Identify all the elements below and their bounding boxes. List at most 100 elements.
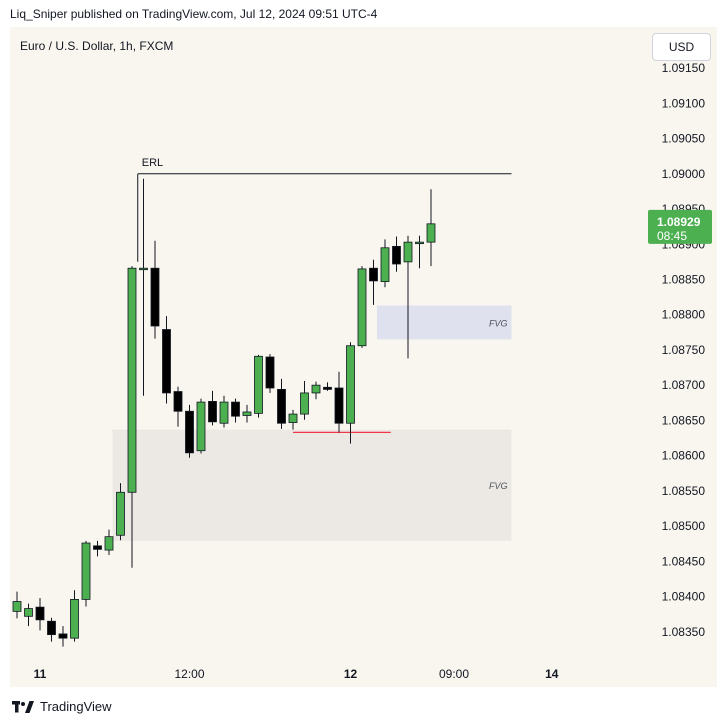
tradingview-logo-icon [12, 700, 34, 713]
last-price-value: 1.08929 [657, 215, 701, 229]
candle [369, 259, 378, 305]
candle [403, 235, 413, 359]
time-tick-label: 14 [545, 667, 559, 681]
time-axis: 11 12:00 12 09:00 14 [34, 667, 559, 681]
candle-body [93, 545, 102, 550]
footer: TradingView [12, 699, 112, 714]
candle-body [323, 386, 332, 390]
candle [12, 591, 22, 619]
candle [357, 266, 367, 348]
candle [311, 381, 321, 400]
candle-body [150, 267, 160, 327]
time-tick-label: 12 [344, 667, 358, 681]
candle-body [392, 245, 401, 265]
candle-body [346, 345, 355, 424]
last-price-countdown: 08:45 [657, 229, 687, 243]
candle [35, 597, 45, 631]
candle [208, 390, 217, 426]
candle [426, 189, 436, 267]
price-tick-label: 1.08700 [662, 378, 706, 392]
candle-body [162, 329, 171, 394]
candle [277, 378, 286, 429]
candle [231, 398, 240, 423]
candle [24, 603, 33, 627]
candle-body [300, 392, 309, 415]
annotation-lines-layer: ERL [137, 157, 512, 433]
candle [58, 626, 68, 647]
price-tick-label: 1.08550 [662, 484, 706, 498]
candle [323, 382, 332, 391]
candle [242, 404, 252, 423]
price-tick-label: 1.08450 [662, 554, 706, 568]
price-tick-label: 1.08350 [662, 625, 706, 639]
candle-body [208, 400, 217, 423]
price-tick-label: 1.09100 [662, 96, 706, 110]
price-tick-label: 1.08600 [662, 449, 706, 463]
candle-body [380, 247, 390, 283]
candle-body [369, 267, 378, 282]
candle-body [231, 401, 240, 417]
candle [334, 371, 344, 433]
candle-body [81, 542, 91, 600]
candle-body [35, 606, 45, 621]
candle-body [219, 401, 229, 424]
zones-layer: FVG FVG [112, 305, 512, 541]
candle-body [265, 356, 275, 389]
candle [47, 617, 56, 642]
candle-body [311, 384, 321, 394]
time-tick-label: 09:00 [439, 667, 469, 681]
candle [219, 395, 229, 428]
candle-body [426, 223, 436, 243]
candle-body [58, 633, 68, 639]
candle [196, 398, 206, 454]
candle-body [173, 391, 183, 412]
candle-body [242, 411, 252, 416]
price-tick-label: 1.08850 [662, 272, 706, 286]
candle [415, 235, 424, 269]
time-tick-label: 11 [34, 667, 47, 681]
candle-body [277, 389, 286, 424]
candle [173, 386, 183, 427]
footer-brand: TradingView [40, 699, 112, 714]
candle-body [254, 355, 263, 414]
last-price-badge-bg [648, 209, 712, 244]
currency-button[interactable]: USD [652, 33, 711, 61]
candle-body [334, 387, 344, 424]
candle [70, 590, 79, 642]
price-tick-label: 1.08400 [662, 590, 706, 604]
candle [93, 540, 102, 557]
candle-body [415, 241, 424, 245]
time-tick-label: 12:00 [174, 667, 204, 681]
symbol-title: Euro / U.S. Dollar, 1h, FXCM [20, 39, 174, 53]
price-tick-label: 1.08650 [662, 413, 706, 427]
candle-body [12, 601, 22, 612]
fvg-upper-label: FVG [489, 318, 508, 328]
candles-layer [12, 178, 436, 647]
fvg-lower-zone [112, 429, 512, 541]
candle [288, 409, 298, 430]
candle-body [139, 267, 148, 271]
price-tick-label: 1.08500 [662, 519, 706, 533]
candle [104, 529, 114, 556]
candle-body [70, 599, 79, 639]
price-tick-label: 1.09000 [662, 167, 706, 181]
candle-body [116, 491, 125, 536]
candle [81, 540, 91, 607]
fvg-lower-label: FVG [489, 481, 508, 491]
candle [254, 354, 263, 418]
candle [300, 380, 309, 420]
publish-header: Liq_Sniper published on TradingView.com,… [10, 7, 378, 21]
candle [162, 316, 171, 404]
candle [150, 240, 160, 339]
candle [127, 266, 137, 568]
candle-body [357, 268, 367, 347]
candle-body [196, 401, 206, 452]
candle [265, 354, 275, 393]
price-axis: 1.08350 1.08400 1.08450 1.08500 1.08550 1.086… [662, 61, 706, 639]
price-tick-label: 1.08750 [662, 343, 706, 357]
candle [380, 239, 390, 288]
price-tick-label: 1.09050 [662, 132, 706, 146]
candle-body [403, 241, 413, 263]
candle [346, 342, 355, 444]
